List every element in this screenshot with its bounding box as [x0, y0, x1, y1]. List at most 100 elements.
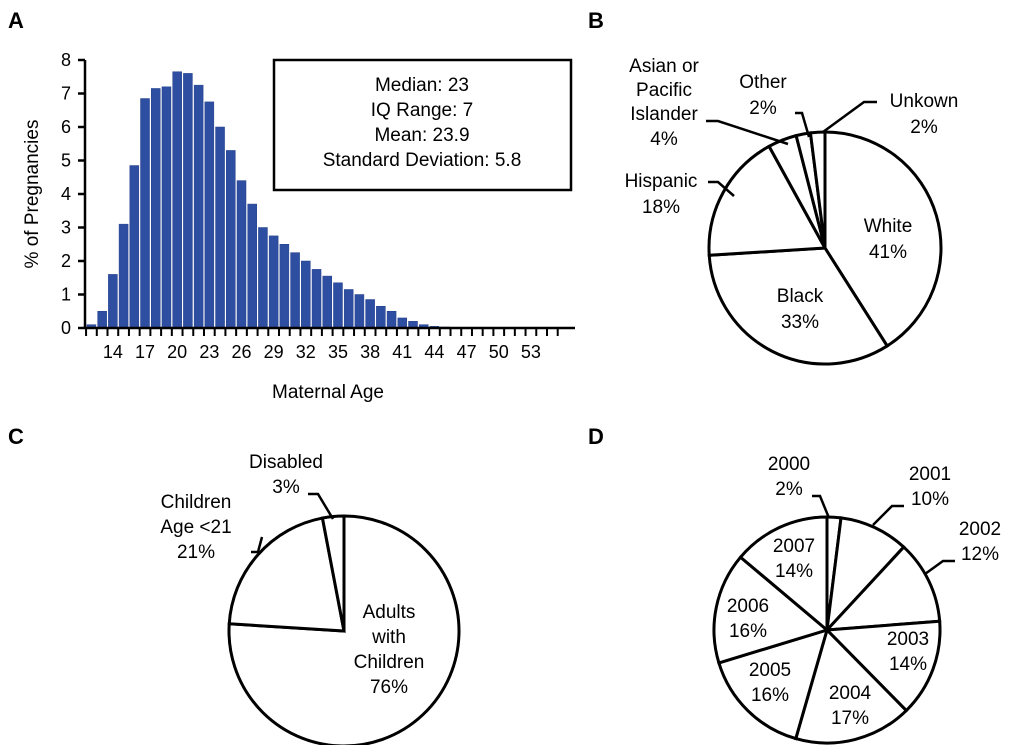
pie-d-slice-2007 — [738, 515, 829, 634]
leader-2000 — [812, 494, 831, 519]
label-2003-pct: 14% — [889, 654, 927, 675]
label-adults-pct: 76% — [370, 677, 408, 698]
x-tick-label: 35 — [328, 342, 348, 362]
x-tick-label: 14 — [103, 342, 123, 362]
label-asian-pct: 4% — [650, 129, 678, 150]
label-other: Other — [739, 72, 787, 93]
histogram-bar — [118, 223, 129, 329]
pie-b-slice-black — [707, 246, 890, 366]
y-tick-label: 5 — [61, 151, 71, 171]
pie-by-year — [712, 515, 942, 745]
x-tick-label: 38 — [360, 342, 380, 362]
pie-d-slice-2004 — [793, 627, 909, 745]
label-2001: 2001 — [909, 464, 951, 485]
pie-d-labels: 2000 2% 2001 10% 2002 12% 2003 14% 2004 … — [727, 454, 1001, 729]
label-adults-line1: Adults — [363, 602, 416, 623]
label-2001-pct: 10% — [911, 489, 949, 510]
label-2000-pct: 2% — [775, 479, 803, 500]
label-2006: 2006 — [727, 596, 769, 617]
y-tick-label: 1 — [61, 285, 71, 305]
label-2000: 2000 — [768, 454, 810, 475]
histogram-bar — [333, 282, 343, 329]
x-tick-label: 50 — [489, 342, 509, 362]
y-tick-label: 4 — [61, 184, 71, 204]
label-hispanic: Hispanic — [625, 171, 698, 192]
label-unknown: Unkown — [890, 91, 959, 112]
histogram-bar — [215, 126, 225, 329]
histogram-bar — [140, 98, 150, 329]
label-2002-pct: 12% — [961, 544, 999, 565]
label-2007-pct: 14% — [775, 561, 813, 582]
label-adults-line2: with — [371, 627, 406, 648]
label-other-pct: 2% — [749, 98, 777, 119]
leader-children — [251, 536, 264, 554]
histogram-bar — [322, 275, 332, 329]
pie-b-labels: White 41% Black 33% Hispanic 18% Asian o… — [625, 56, 959, 333]
pie-race-ethnicity — [707, 130, 943, 366]
panel-letter-d: D — [588, 424, 604, 449]
label-children-line2: Age <21 — [160, 517, 231, 538]
histogram-bar — [311, 269, 322, 329]
y-axis-title: % of Pregnancies — [22, 120, 43, 269]
label-black-pct: 33% — [781, 312, 819, 333]
pie-d-slice-2005 — [717, 627, 830, 741]
x-tick-label: 23 — [199, 342, 219, 362]
x-tick-label: 44 — [424, 342, 444, 362]
histogram-bars — [86, 71, 493, 329]
y-tick-label: 7 — [61, 84, 71, 104]
label-2005-pct: 16% — [751, 685, 789, 706]
x-axis-title: Maternal Age — [272, 382, 384, 403]
pie-d-slice-2002 — [823, 544, 942, 632]
label-asian-line2: Pacific — [636, 80, 692, 101]
label-children-pct: 21% — [177, 542, 215, 563]
histogram-bar — [279, 244, 290, 329]
label-hispanic-pct: 18% — [642, 197, 680, 218]
label-white-pct: 41% — [869, 242, 907, 263]
y-tick-label: 8 — [61, 50, 71, 70]
leader-asian — [706, 119, 789, 146]
pie-c-slice-disabled — [320, 514, 346, 632]
histogram-bar — [301, 260, 311, 329]
label-2002: 2002 — [959, 519, 1001, 540]
stats-box: Median: 23 IQ Range: 7 Mean: 23.9 Standa… — [272, 58, 573, 192]
panel-letter-b: B — [588, 8, 604, 33]
x-tick-label: 20 — [167, 342, 187, 362]
stat-standard-deviation: Standard Deviation: 5.8 — [323, 150, 522, 171]
label-2006-pct: 16% — [729, 621, 767, 642]
histogram-bar — [258, 227, 268, 329]
x-tick-label: 41 — [392, 342, 412, 362]
histogram-bar — [386, 311, 397, 329]
histogram-bar — [376, 305, 386, 329]
pie-c-labels: Adults with Children 76% Children Age <2… — [160, 452, 424, 698]
histogram-bar — [204, 101, 215, 329]
y-tick-label: 2 — [61, 251, 71, 271]
label-2004: 2004 — [829, 683, 872, 704]
stat-iq-range: IQ Range: 7 — [371, 100, 473, 121]
label-2003: 2003 — [887, 629, 929, 650]
label-unknown-pct: 2% — [910, 117, 938, 138]
histogram-bar — [397, 317, 408, 329]
label-2004-pct: 17% — [831, 708, 869, 729]
panel-letter-c: C — [8, 424, 24, 449]
label-asian-line3: Islander — [630, 104, 698, 125]
label-disabled-pct: 3% — [272, 477, 300, 498]
pie-d-slice-2006 — [712, 555, 831, 665]
label-children-line1: Children — [161, 492, 232, 513]
label-black: Black — [777, 286, 824, 307]
y-tick-label: 6 — [61, 117, 71, 137]
histogram-bar — [290, 252, 300, 329]
histogram-bar — [97, 311, 107, 329]
stat-mean: Mean: 23.9 — [374, 125, 469, 146]
histogram-bar — [108, 274, 118, 329]
label-2005: 2005 — [749, 660, 791, 681]
x-tick-label: 17 — [135, 342, 155, 362]
label-white: White — [864, 216, 913, 237]
histogram-bar — [193, 84, 204, 329]
histogram-bar — [150, 88, 161, 329]
y-tick-label: 3 — [61, 218, 71, 238]
x-ticks: 14 17 20 23 26 29 32 35 38 41 44 47 50 53 — [85, 328, 559, 362]
x-tick-label: 47 — [457, 342, 477, 362]
histogram-bar — [183, 73, 193, 329]
